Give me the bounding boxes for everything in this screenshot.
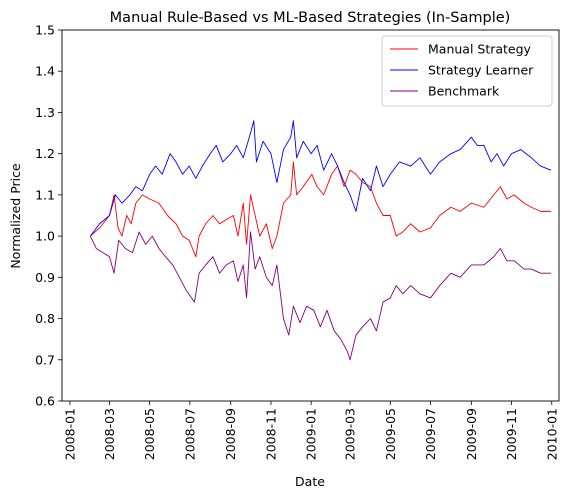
series-layer <box>89 120 552 361</box>
legend-label-2: Strategy Learner <box>428 63 534 78</box>
x-tick-label-4: 2008-09 <box>223 408 238 460</box>
y-tick-label-2: 0.8 <box>35 311 55 326</box>
x-tick-label-9: 2009-07 <box>423 408 438 460</box>
x-tick-label-2: 2008-05 <box>142 408 157 460</box>
x-tick-label-12: 2010-01 <box>544 408 559 460</box>
y-tick-label-9: 1.5 <box>35 23 55 38</box>
series-line-2 <box>89 120 552 237</box>
y-tick-label-3: 0.9 <box>35 270 55 285</box>
x-tick-label-7: 2009-03 <box>343 408 358 460</box>
y-axis-ticks: 0.6 0.7 0.8 0.9 1.0 1.1 1.2 1.3 1.4 1.5 <box>35 23 62 409</box>
y-tick-label-1: 0.7 <box>35 352 55 367</box>
x-tick-label-1: 2008-03 <box>102 408 117 460</box>
legend-label-1: Manual Strategy <box>428 42 532 57</box>
y-tick-label-7: 1.3 <box>35 105 55 120</box>
legend-label-3: Benchmark <box>428 84 500 99</box>
x-tick-label-10: 2009-09 <box>464 408 479 460</box>
x-tick-label-5: 2008-11 <box>263 408 278 460</box>
legend: Manual Strategy Strategy Learner Benchmark <box>381 35 553 107</box>
x-tick-label-0: 2008-01 <box>62 408 77 460</box>
chart-title: Manual Rule-Based vs ML-Based Strategies… <box>110 10 511 26</box>
x-axis-ticks: 2008-01 2008-03 2008-05 2008-07 2008-09 2008-… <box>62 401 559 460</box>
y-tick-label-4: 1.0 <box>35 229 55 244</box>
y-tick-label-8: 1.4 <box>35 64 55 79</box>
series-line-3 <box>89 231 552 361</box>
plot-area <box>61 29 560 402</box>
legend-frame <box>381 35 553 107</box>
y-tick-label-5: 1.1 <box>35 187 55 202</box>
y-axis-label: Normalized Price <box>8 163 23 269</box>
x-tick-label-8: 2009-05 <box>383 408 398 460</box>
x-axis-label: Date <box>295 474 325 489</box>
x-tick-label-3: 2008-07 <box>182 408 197 460</box>
y-tick-label-0: 0.6 <box>35 394 55 409</box>
plot-frame <box>61 29 560 402</box>
x-tick-label-11: 2009-11 <box>504 408 519 460</box>
y-tick-label-6: 1.2 <box>35 146 55 161</box>
series-line-1 <box>90 161 552 258</box>
x-tick-label-6: 2009-01 <box>304 408 319 460</box>
